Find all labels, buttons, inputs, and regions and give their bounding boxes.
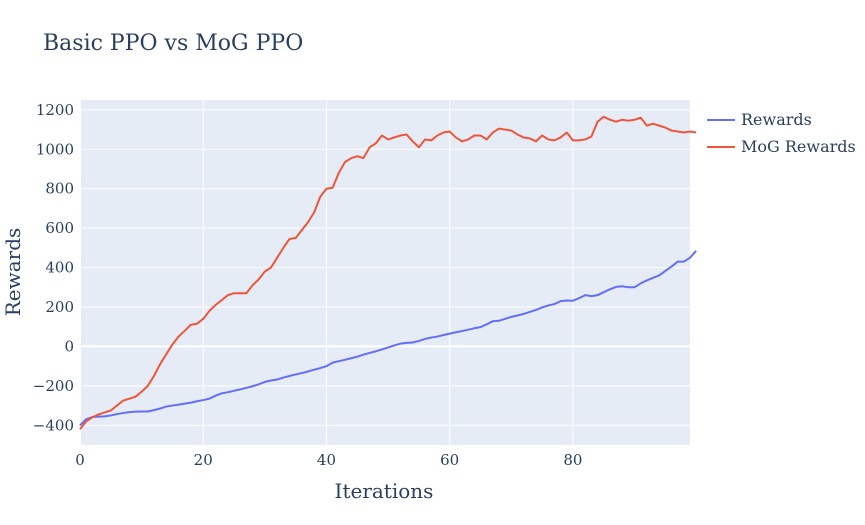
legend-item[interactable]: Rewards: [707, 110, 812, 129]
legend-label: MoG Rewards: [741, 137, 856, 156]
x-tick-label: 60: [440, 451, 459, 469]
y-tick-label: 800: [45, 180, 74, 198]
x-tick-label: 40: [317, 451, 336, 469]
tick-labels: −400 −200 0 200 400 600 800 1000 1200 0 20 40 60 80: [33, 101, 583, 469]
x-axis-title: Iterations: [335, 479, 434, 503]
y-tick-label: 600: [45, 219, 74, 237]
y-tick-label: 1000: [36, 140, 74, 158]
legend[interactable]: Rewards MoG Rewards: [707, 110, 856, 156]
y-tick-label: 200: [45, 298, 74, 316]
series-line-mog-rewards: [79, 115, 697, 430]
plot-area: [80, 100, 690, 445]
y-tick-label: 1200: [36, 101, 74, 119]
series-line-rewards: [79, 250, 697, 427]
chart-title: Basic PPO vs MoG PPO: [43, 31, 303, 56]
series-layer: [79, 115, 697, 430]
y-tick-label: −200: [33, 377, 74, 395]
y-tick-label: 0: [64, 337, 74, 355]
grid: [79, 100, 690, 445]
x-tick-label: 80: [563, 451, 582, 469]
x-tick-label: 0: [75, 451, 85, 469]
legend-label: Rewards: [741, 110, 812, 129]
y-axis-title: Rewards: [1, 228, 25, 317]
y-tick-label: 400: [45, 259, 74, 277]
y-tick-label: −400: [33, 416, 74, 434]
x-tick-label: 20: [194, 451, 213, 469]
legend-item[interactable]: MoG Rewards: [707, 137, 856, 156]
